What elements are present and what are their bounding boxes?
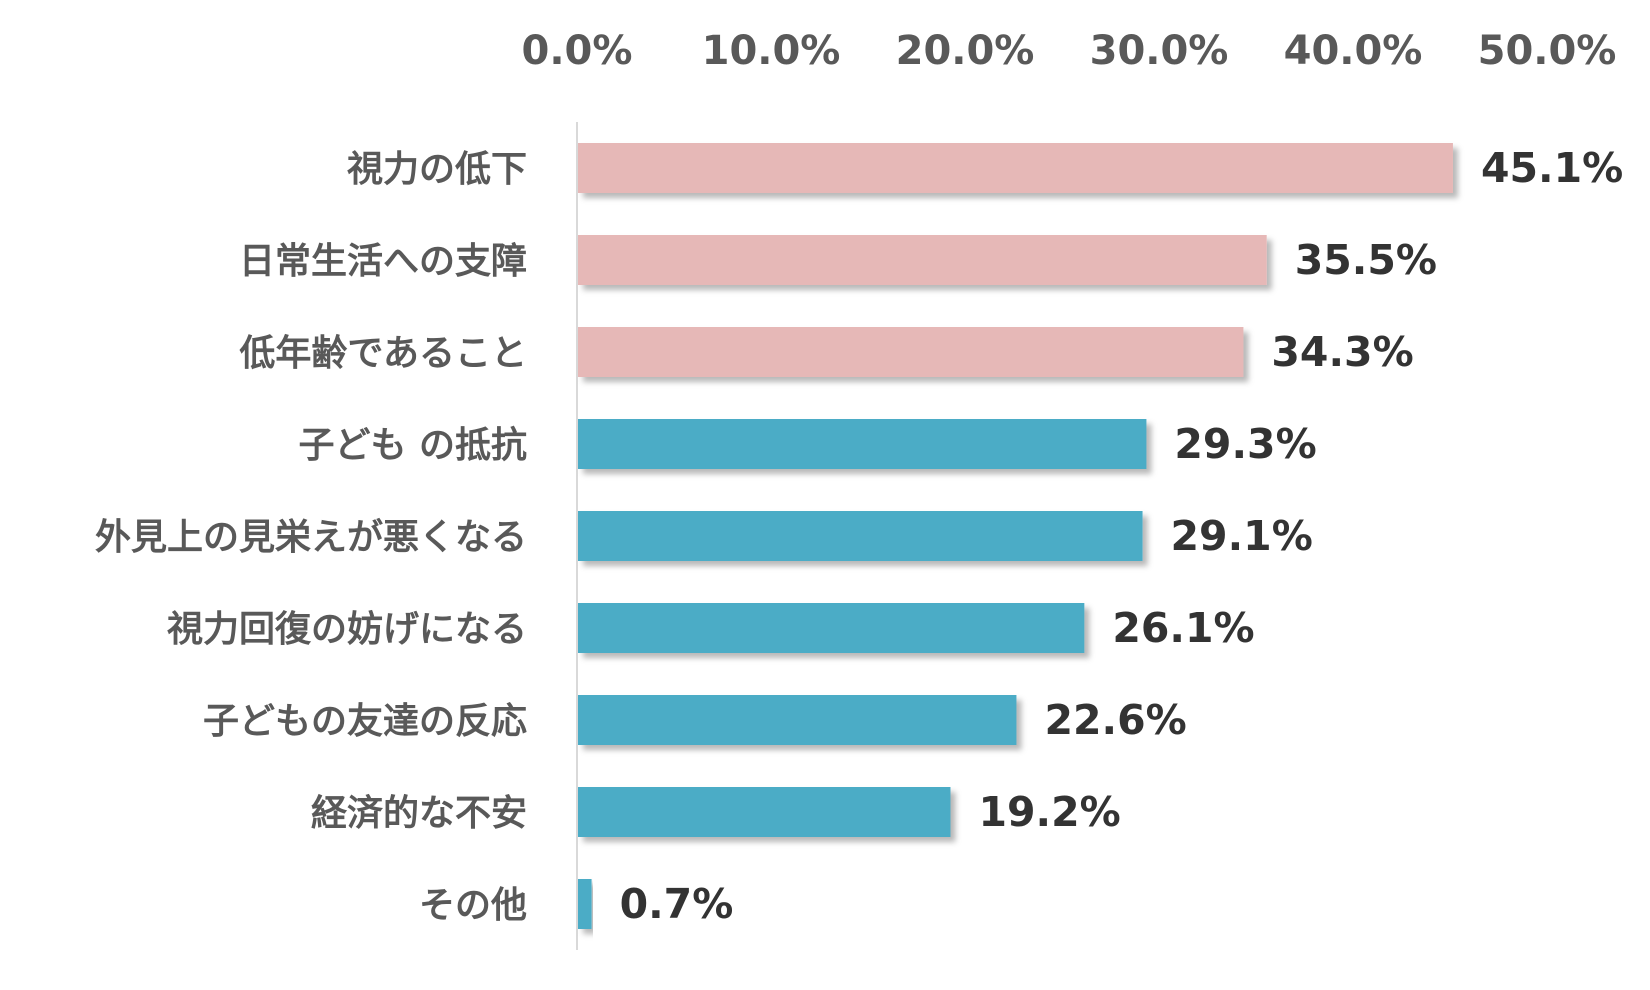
value-label: 29.1% [1171, 512, 1313, 560]
value-label: 19.2% [978, 788, 1120, 836]
value-label: 35.5% [1295, 236, 1437, 284]
category-label: 視力の低下 [347, 149, 527, 190]
value-label: 34.3% [1271, 328, 1413, 376]
bar [578, 511, 1143, 561]
category-label: 経済的な不安 [311, 793, 527, 834]
bars-group [578, 143, 1453, 929]
bar [578, 879, 592, 929]
bar [578, 787, 951, 837]
x-tick-label: 50.0% [1478, 28, 1617, 74]
category-label: 子ども の抵抗 [298, 424, 527, 466]
category-label: 低年齢であること [239, 333, 527, 374]
value-labels: 45.1% 35.5% 34.3% 29.3% 29.1% 26.1% 22.6% 19.2%… [620, 144, 1624, 928]
category-label: 外見上の見栄えが悪くなる [95, 517, 527, 558]
x-tick-label: 30.0% [1090, 28, 1229, 74]
x-tick-label: 20.0% [896, 28, 1035, 74]
category-label: 視力回復の妨げになる [167, 609, 527, 650]
value-label: 26.1% [1112, 604, 1254, 652]
bar [578, 235, 1267, 285]
category-label: その他 [419, 885, 527, 926]
bar [578, 143, 1453, 193]
x-tick-label: 0.0% [522, 28, 633, 74]
value-label: 0.7% [620, 880, 734, 928]
x-tick-label: 10.0% [702, 28, 841, 74]
category-label: 子どもの友達の反応 [203, 701, 527, 742]
bar [578, 327, 1244, 377]
x-tick-label: 40.0% [1284, 28, 1423, 74]
value-label: 29.3% [1174, 420, 1316, 468]
category-label: 日常生活への支障 [239, 241, 527, 282]
bar [578, 603, 1085, 653]
bar [578, 419, 1147, 469]
x-axis-ticks: 0.0% 10.0% 20.0% 30.0% 40.0% 50.0% [522, 28, 1617, 74]
value-label: 22.6% [1044, 696, 1186, 744]
bar [578, 695, 1017, 745]
value-label: 45.1% [1481, 144, 1623, 192]
